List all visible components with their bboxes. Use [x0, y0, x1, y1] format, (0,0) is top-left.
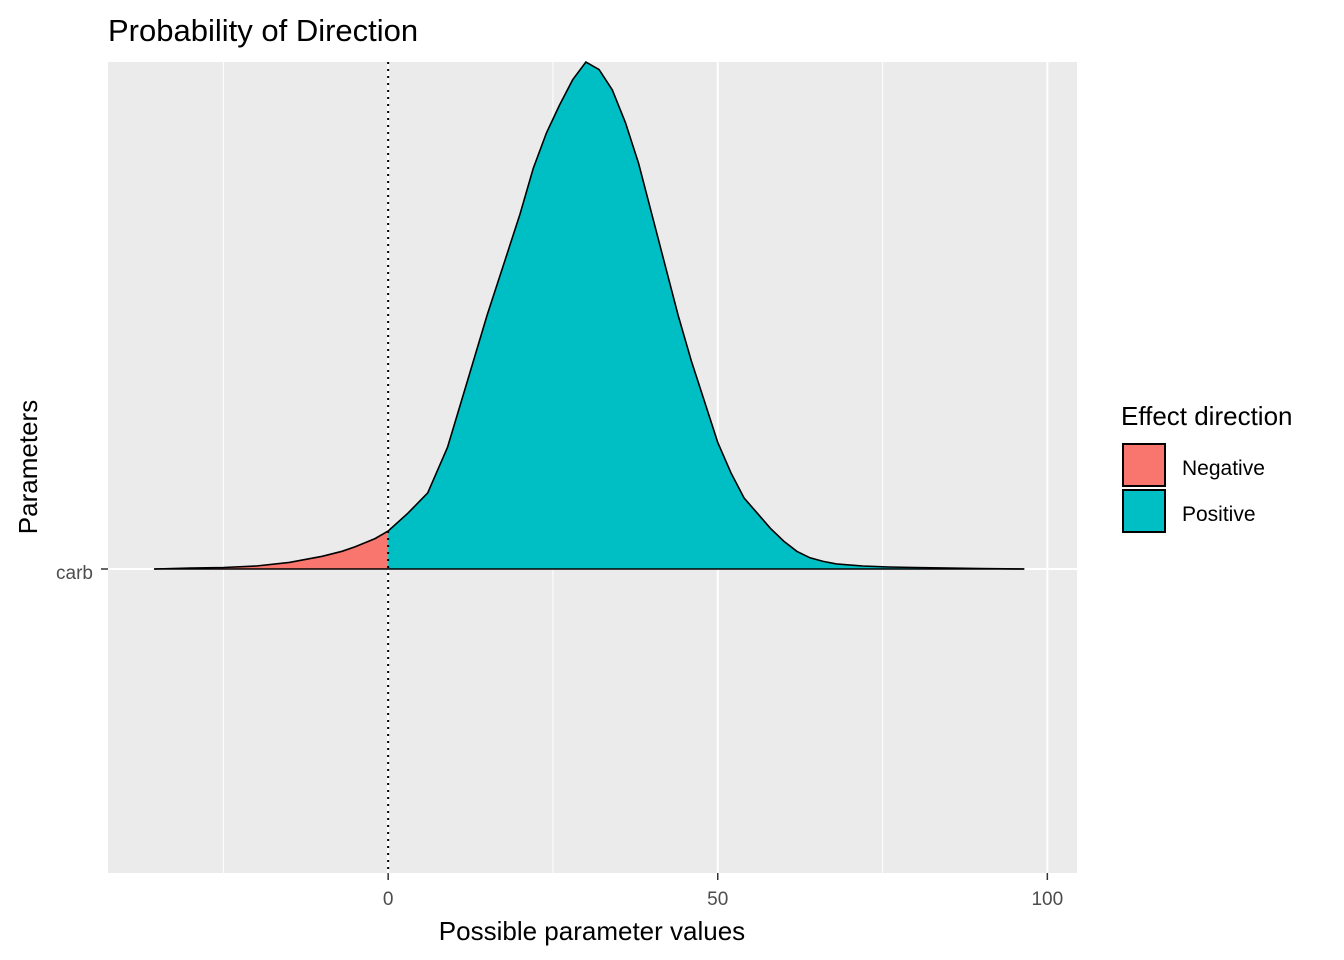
density-area-negative [154, 531, 389, 569]
density-areas [154, 60, 1025, 570]
legend-label-negative: Negative [1182, 457, 1265, 480]
chart-title: Probability of Direction [108, 13, 418, 48]
legend-swatch-negative [1122, 443, 1166, 487]
x-tick-label: 0 [383, 889, 394, 910]
legend-title: Effect direction [1121, 401, 1293, 431]
legend-item-negative: Negative [1122, 443, 1265, 487]
x-axis: 0 50 100 [383, 873, 1063, 910]
x-tick-label: 50 [707, 889, 728, 910]
y-axis-title: Parameters [13, 400, 43, 534]
legend-item-positive: Positive [1122, 489, 1256, 533]
density-outline [154, 60, 1025, 570]
x-tick-label: 100 [1031, 889, 1063, 910]
plot-panel [108, 60, 1077, 873]
legend-swatch-positive [1122, 489, 1166, 533]
density-area-positive [388, 62, 1025, 569]
legend-label-positive: Positive [1182, 503, 1256, 526]
legend: Effect direction Negative Positive [1121, 401, 1293, 533]
x-axis-title: Possible parameter values [439, 916, 745, 946]
y-tick-label-carb: carb [56, 563, 93, 584]
y-axis: carb [56, 563, 108, 584]
